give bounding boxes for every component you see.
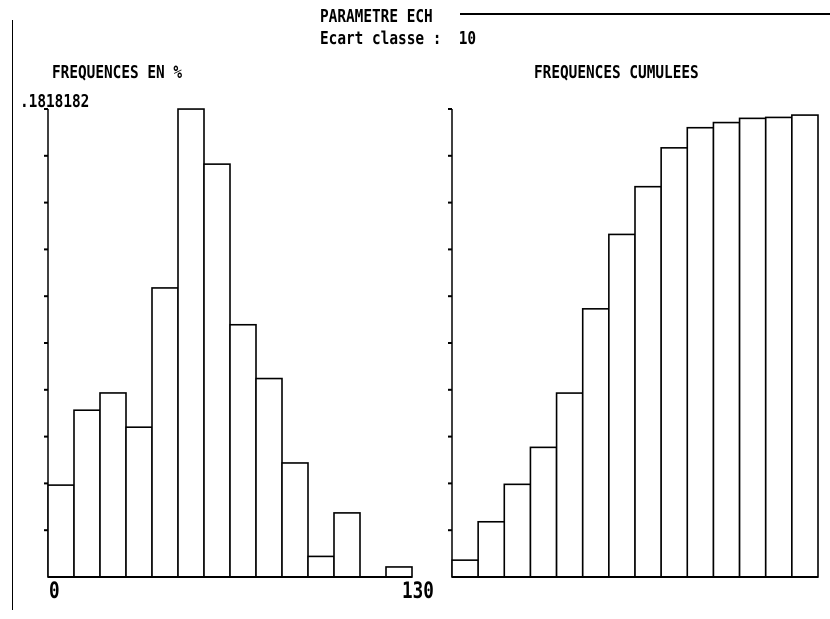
bar	[281, 462, 309, 578]
bar	[99, 392, 127, 578]
bar	[151, 287, 179, 578]
bar	[555, 392, 584, 578]
x-tick-label-max: 130	[402, 579, 434, 604]
bar	[764, 116, 793, 578]
bar	[791, 114, 819, 578]
left-border	[12, 20, 13, 610]
bar	[712, 121, 741, 578]
bar	[529, 446, 558, 578]
bar	[47, 484, 75, 578]
bar	[660, 147, 689, 578]
bar	[634, 185, 662, 578]
bar	[686, 126, 715, 578]
y-max-label: .1818182	[20, 91, 90, 112]
left-chart-title: FREQUENCES EN %	[52, 62, 183, 83]
bar	[451, 559, 479, 578]
bar	[503, 483, 532, 578]
bar	[333, 512, 361, 578]
top-border	[460, 13, 830, 15]
page-title: PARAMETRE ECH	[320, 6, 433, 27]
bar	[477, 520, 506, 578]
bar	[203, 163, 231, 578]
bar	[581, 308, 610, 578]
bar	[255, 377, 283, 578]
x-tick-label-min: 0	[49, 579, 60, 604]
right-chart-title: FREQUENCES CUMULEES	[534, 62, 699, 83]
bar	[738, 117, 767, 578]
class-width-label: Ecart classe : 10	[320, 28, 477, 49]
bar	[608, 233, 636, 578]
